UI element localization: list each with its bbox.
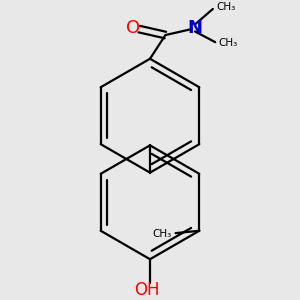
Text: CH₃: CH₃ (219, 38, 238, 48)
Text: CH₃: CH₃ (153, 229, 172, 239)
Text: O: O (126, 19, 140, 37)
Text: CH₃: CH₃ (216, 2, 236, 12)
Text: N: N (188, 19, 202, 37)
Text: OH: OH (134, 281, 159, 299)
